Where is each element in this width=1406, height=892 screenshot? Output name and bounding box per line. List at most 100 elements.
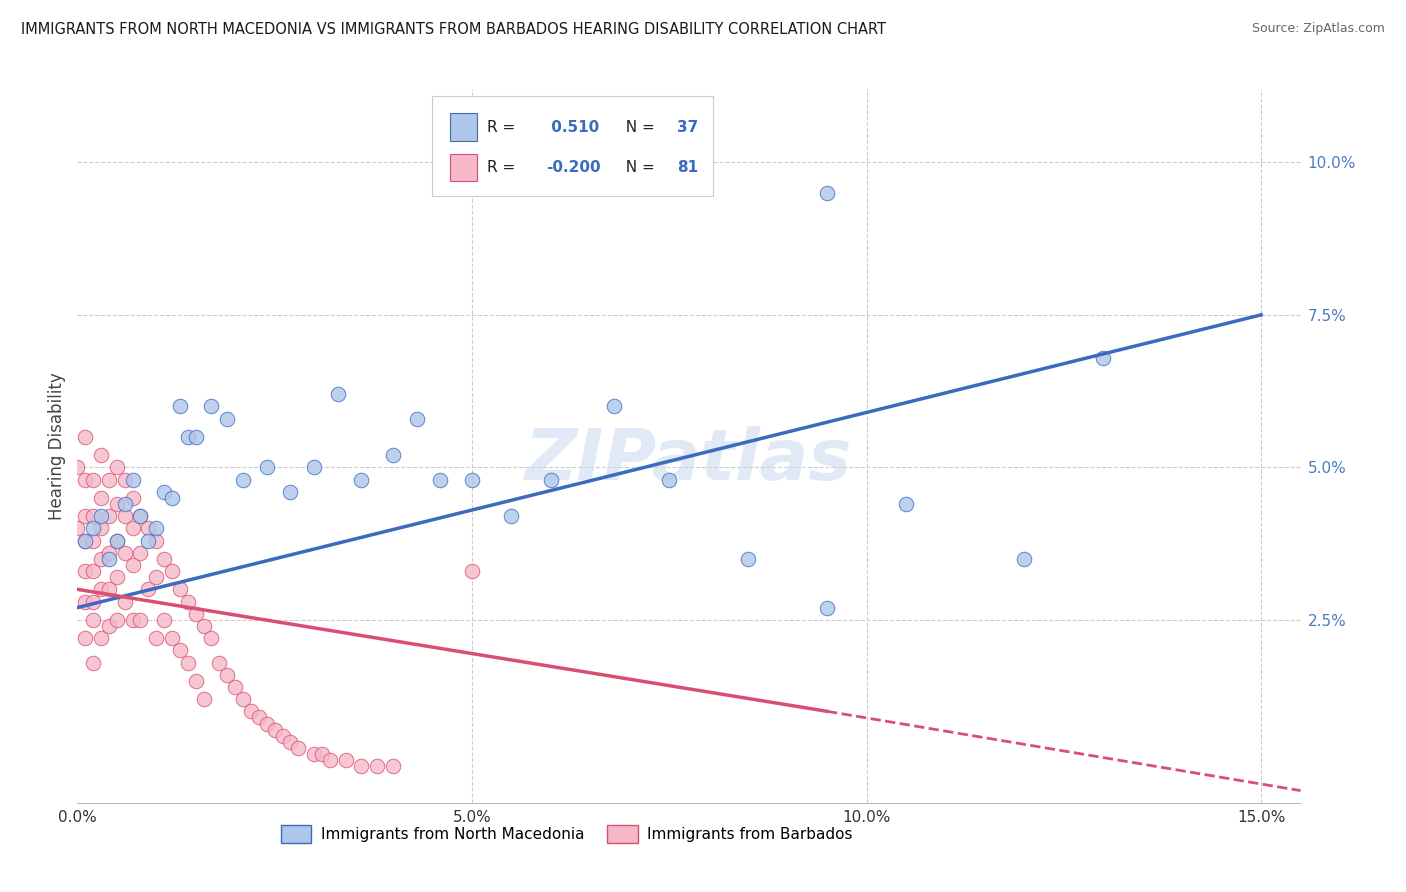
- Point: [247, 710, 270, 724]
- Point: [350, 759, 373, 773]
- Point: [326, 387, 349, 401]
- Point: [129, 546, 152, 560]
- Point: [97, 473, 120, 487]
- Point: [200, 400, 222, 414]
- Point: [302, 747, 325, 761]
- Point: [350, 473, 373, 487]
- Point: [184, 673, 207, 688]
- Point: [177, 594, 200, 608]
- FancyBboxPatch shape: [432, 96, 713, 196]
- Point: [97, 551, 120, 566]
- Point: [1092, 351, 1115, 365]
- Point: [280, 735, 302, 749]
- Point: [105, 570, 128, 584]
- Point: [129, 509, 152, 524]
- Point: [105, 533, 128, 548]
- Point: [82, 594, 104, 608]
- Point: [280, 484, 302, 499]
- Point: [193, 619, 215, 633]
- Point: [366, 759, 388, 773]
- Text: 37: 37: [676, 120, 697, 135]
- Point: [75, 631, 97, 645]
- Point: [232, 692, 254, 706]
- Text: IMMIGRANTS FROM NORTH MACEDONIA VS IMMIGRANTS FROM BARBADOS HEARING DISABILITY C: IMMIGRANTS FROM NORTH MACEDONIA VS IMMIG…: [21, 22, 886, 37]
- Point: [121, 521, 143, 535]
- Point: [302, 460, 325, 475]
- Point: [382, 448, 405, 462]
- Point: [97, 582, 120, 597]
- Point: [66, 460, 89, 475]
- Point: [90, 509, 112, 524]
- Point: [319, 753, 342, 767]
- Point: [311, 747, 333, 761]
- Point: [239, 704, 262, 718]
- Text: -0.200: -0.200: [546, 161, 600, 175]
- Point: [82, 533, 104, 548]
- Point: [82, 473, 104, 487]
- Point: [75, 509, 97, 524]
- Point: [90, 448, 112, 462]
- Point: [97, 619, 120, 633]
- Point: [114, 509, 136, 524]
- Point: [90, 631, 112, 645]
- Legend: Immigrants from North Macedonia, Immigrants from Barbados: Immigrants from North Macedonia, Immigra…: [274, 819, 859, 848]
- Point: [129, 613, 152, 627]
- Point: [160, 491, 183, 505]
- Point: [114, 546, 136, 560]
- Point: [121, 473, 143, 487]
- Point: [658, 473, 681, 487]
- Point: [256, 460, 278, 475]
- Point: [82, 521, 104, 535]
- Point: [894, 497, 917, 511]
- Point: [82, 564, 104, 578]
- Point: [145, 521, 167, 535]
- Point: [82, 613, 104, 627]
- Point: [153, 551, 176, 566]
- Point: [138, 533, 160, 548]
- Point: [90, 582, 112, 597]
- Text: R =: R =: [486, 161, 520, 175]
- Point: [153, 484, 176, 499]
- FancyBboxPatch shape: [450, 113, 477, 141]
- Point: [145, 631, 167, 645]
- Point: [169, 582, 191, 597]
- Point: [200, 631, 222, 645]
- Point: [184, 430, 207, 444]
- Point: [75, 430, 97, 444]
- Point: [217, 667, 239, 681]
- Point: [271, 729, 294, 743]
- Point: [75, 594, 97, 608]
- Point: [335, 753, 357, 767]
- Point: [184, 607, 207, 621]
- Point: [461, 473, 484, 487]
- Point: [114, 497, 136, 511]
- Text: R =: R =: [486, 120, 520, 135]
- Point: [263, 723, 285, 737]
- Point: [145, 533, 167, 548]
- Point: [193, 692, 215, 706]
- Point: [75, 533, 97, 548]
- Text: N =: N =: [616, 161, 659, 175]
- Point: [121, 613, 143, 627]
- Point: [540, 473, 562, 487]
- Point: [232, 473, 254, 487]
- Point: [177, 656, 200, 670]
- Text: 0.510: 0.510: [546, 120, 599, 135]
- Point: [90, 551, 112, 566]
- Point: [160, 564, 183, 578]
- Point: [75, 533, 97, 548]
- Point: [224, 680, 246, 694]
- Point: [208, 656, 231, 670]
- Point: [177, 430, 200, 444]
- Point: [138, 521, 160, 535]
- Y-axis label: Hearing Disability: Hearing Disability: [48, 372, 66, 520]
- Point: [90, 521, 112, 535]
- Text: Source: ZipAtlas.com: Source: ZipAtlas.com: [1251, 22, 1385, 36]
- Point: [256, 716, 278, 731]
- Point: [90, 491, 112, 505]
- Point: [138, 582, 160, 597]
- Point: [429, 473, 451, 487]
- Point: [1014, 551, 1036, 566]
- Point: [169, 643, 191, 657]
- Point: [815, 186, 838, 200]
